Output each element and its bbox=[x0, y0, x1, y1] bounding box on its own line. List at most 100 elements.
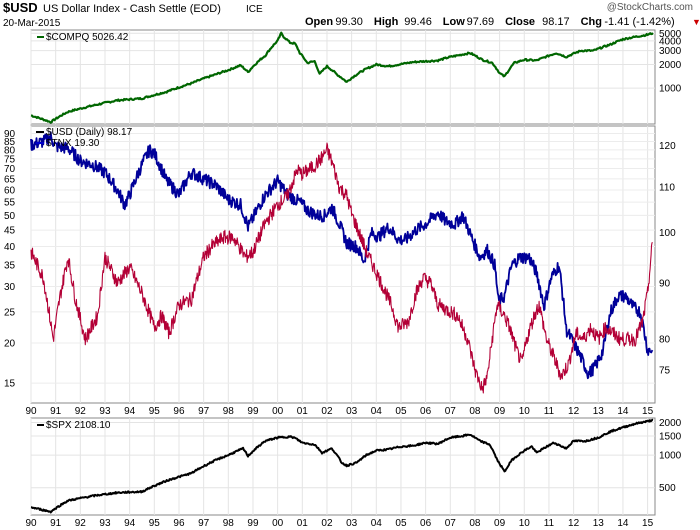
x-tick-label: 93 bbox=[99, 406, 111, 417]
y-right-tick-label: 120 bbox=[659, 141, 676, 152]
x-tick-label: 90 bbox=[25, 518, 37, 529]
x-tick-label: 99 bbox=[247, 406, 259, 417]
compq-line bbox=[30, 31, 654, 124]
x-tick-label: 91 bbox=[50, 406, 62, 417]
quote-label-open: Open bbox=[305, 16, 333, 28]
y-tick-label: 2000 bbox=[659, 60, 682, 71]
y-tick-label: 5000 bbox=[659, 29, 682, 40]
mid-frame bbox=[30, 125, 656, 404]
x-tick-label: 90 bbox=[25, 406, 37, 417]
y-right-tick-label: 110 bbox=[659, 183, 675, 194]
x-tick-label: 05 bbox=[395, 406, 407, 417]
y-tick-label: 4000 bbox=[659, 36, 682, 47]
y-left-tick-label: 85 bbox=[4, 137, 16, 148]
x-tick-label: 91 bbox=[50, 518, 62, 529]
x-tick-label: 04 bbox=[371, 518, 383, 529]
x-tick-label: 02 bbox=[321, 518, 333, 529]
y-tick-label: 1500 bbox=[659, 432, 682, 443]
x-tick-label: 11 bbox=[544, 406, 555, 417]
symbol-label: $USD bbox=[3, 0, 38, 15]
x-tick-label: 12 bbox=[568, 518, 580, 529]
x-tick-label: 97 bbox=[198, 406, 210, 417]
y-left-tick-label: 35 bbox=[4, 261, 16, 272]
quote-label-chg: Chg bbox=[581, 16, 602, 28]
y-tick-label: 1000 bbox=[659, 451, 682, 462]
y-left-tick-label: 70 bbox=[4, 164, 16, 175]
x-tick-label: 01 bbox=[297, 406, 309, 417]
x-tick-label: 94 bbox=[124, 518, 136, 529]
x-tick-label: 15 bbox=[642, 518, 654, 529]
usd-legend-label: $USD (Daily) 98.17 bbox=[46, 127, 133, 138]
quote-value-chg: -1.41 (-1.42%) bbox=[604, 16, 674, 28]
x-tick-label: 96 bbox=[173, 406, 185, 417]
x-tick-label: 09 bbox=[494, 518, 506, 529]
y-left-tick-label: 75 bbox=[4, 154, 16, 165]
x-tick-label: 96 bbox=[173, 518, 185, 529]
y-left-tick-label: 20 bbox=[4, 339, 16, 350]
y-left-tick-label: 25 bbox=[4, 307, 16, 318]
quote-label-close: Close bbox=[505, 16, 535, 28]
x-tick-label: 11 bbox=[544, 518, 555, 529]
spx-frame bbox=[30, 417, 656, 516]
tnx-legend-label: $TNX 19.30 bbox=[46, 138, 100, 149]
x-tick-label: 10 bbox=[519, 518, 531, 529]
index-name: US Dollar Index - Cash Settle (EOD) bbox=[43, 3, 221, 15]
quote-value-low: 97.69 bbox=[467, 16, 495, 28]
x-tick-label: 98 bbox=[223, 518, 235, 529]
y-left-tick-label: 80 bbox=[4, 145, 16, 156]
x-tick-label: 08 bbox=[469, 406, 481, 417]
quote-row: Open 99.30 High 99.46 Low 97.69 Close 98.17 Chg -… bbox=[305, 16, 700, 28]
y-right-tick-label: 80 bbox=[659, 335, 671, 346]
x-tick-label: 03 bbox=[346, 518, 358, 529]
spx-line bbox=[30, 418, 654, 514]
y-right-tick-label: 90 bbox=[659, 278, 671, 289]
y-left-tick-label: 60 bbox=[4, 185, 16, 196]
x-tick-label: 14 bbox=[617, 406, 629, 417]
quote-label-low: Low bbox=[443, 16, 465, 28]
x-tick-label: 08 bbox=[469, 518, 481, 529]
x-tick-label: 95 bbox=[149, 406, 161, 417]
x-tick-label: 00 bbox=[272, 406, 284, 417]
tnx-line bbox=[30, 131, 654, 380]
x-tick-label: 06 bbox=[420, 406, 432, 417]
y-left-tick-label: 40 bbox=[4, 242, 16, 253]
compq-frame bbox=[30, 29, 656, 125]
y-left-tick-label: 45 bbox=[4, 226, 16, 237]
x-tick-label: 92 bbox=[75, 518, 87, 529]
usd-tnx-panel: 1520253035404550556065707580859075809010… bbox=[4, 125, 676, 417]
x-tick-label: 98 bbox=[223, 406, 235, 417]
x-tick-label: 15 bbox=[642, 406, 654, 417]
y-left-tick-label: 90 bbox=[4, 129, 16, 140]
x-tick-label: 02 bbox=[321, 406, 333, 417]
x-tick-label: 13 bbox=[593, 406, 605, 417]
x-tick-label: 07 bbox=[445, 406, 457, 417]
y-right-tick-label: 75 bbox=[659, 366, 671, 377]
y-tick-label: 500 bbox=[659, 483, 676, 494]
y-left-tick-label: 65 bbox=[4, 174, 16, 185]
y-left-tick-label: 55 bbox=[4, 198, 16, 209]
watermark: @StockCharts.com bbox=[607, 2, 693, 13]
x-tick-label: 97 bbox=[198, 518, 210, 529]
chart-date: 20-Mar-2015 bbox=[3, 18, 61, 29]
usd-line bbox=[30, 142, 653, 394]
y-right-tick-label: 100 bbox=[659, 228, 676, 239]
x-tick-label: 94 bbox=[124, 406, 136, 417]
x-tick-label: 01 bbox=[297, 518, 309, 529]
chg-down-icon: ▼ bbox=[692, 17, 700, 27]
y-left-tick-label: 50 bbox=[4, 211, 16, 222]
quote-label-high: High bbox=[374, 16, 399, 28]
y-left-tick-label: 30 bbox=[4, 282, 16, 293]
x-tick-label: 10 bbox=[519, 406, 531, 417]
x-tick-label: 12 bbox=[568, 406, 580, 417]
x-tick-label: 06 bbox=[420, 518, 432, 529]
x-tick-label: 92 bbox=[75, 406, 87, 417]
exchange-label: ICE bbox=[246, 4, 263, 15]
quote-value-open: 99.30 bbox=[335, 16, 363, 28]
x-tick-label: 09 bbox=[494, 406, 506, 417]
y-tick-label: 1000 bbox=[659, 84, 682, 95]
y-left-tick-label: 15 bbox=[4, 379, 16, 390]
x-tick-label: 95 bbox=[149, 518, 161, 529]
spx-title: $SPX 2108.10 bbox=[46, 420, 111, 431]
